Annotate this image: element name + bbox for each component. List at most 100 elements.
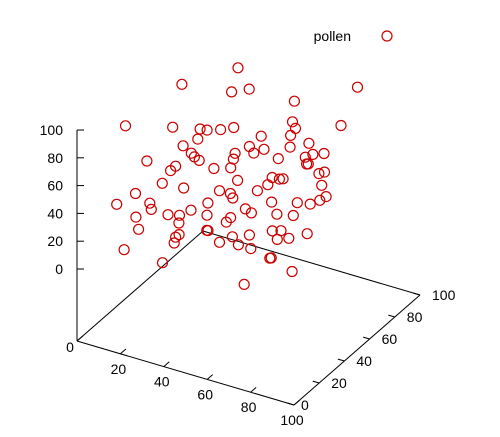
data-point [272,153,284,165]
y-tick-label: 80 [407,309,423,325]
data-point [170,231,182,243]
data-point [226,86,238,98]
data-point [111,198,123,210]
x-tick-mark [206,374,214,380]
data-point [291,197,303,209]
data-point [225,212,237,224]
data-point [229,147,241,159]
y-tick-mark [337,358,345,362]
data-point [173,209,186,221]
data-point [289,122,302,134]
data-point [314,194,326,206]
data-point [255,130,267,142]
y-tick-mark [362,336,370,340]
data-point [185,204,197,216]
z-tick-label: 20 [47,233,63,249]
z-tick-label: 100 [40,122,64,138]
data-point [232,62,244,74]
y-tick-mark [413,292,421,296]
data-point [239,203,251,215]
y-tick-label: 0 [301,397,309,413]
y-tick-label: 20 [331,375,347,391]
x-tick-mark [163,361,170,367]
data-point [266,171,278,184]
data-point [266,225,278,237]
data-point [165,165,177,177]
x-tick-label: 100 [280,412,304,428]
data-point [173,217,185,229]
data-point [201,124,213,136]
data-point [299,151,311,163]
data-point [213,185,226,197]
data-point [320,191,332,203]
data-point [303,137,315,149]
data-point [130,211,142,223]
x-tick-mark [120,348,127,355]
data-point [194,123,206,135]
data-point [213,236,226,248]
data-point [232,174,244,186]
data-point [168,237,180,249]
data-point [285,129,297,141]
data-point [227,192,239,204]
x-tick-label: 40 [154,374,170,390]
data-point [251,185,263,197]
data-point [307,148,319,160]
data-point [351,81,364,93]
data-point [238,278,250,290]
data-point [243,83,255,95]
x-tick-mark [293,399,300,406]
x-axis-line [76,340,295,406]
data-point [271,208,283,220]
data-point [225,162,237,174]
y-tick-mark [312,380,320,384]
data-point [304,198,316,210]
data-point [301,228,313,240]
data-point [245,207,257,219]
data-point [277,173,289,185]
data-point [176,78,188,90]
data-point [145,203,157,215]
axes [76,130,421,406]
data-point [193,154,205,166]
data-point [177,140,189,152]
data-point [262,179,274,191]
back-right-axis-line [202,230,421,296]
data-point [318,166,331,178]
y-tick-label: 40 [356,353,372,369]
x-tick-mark [76,335,83,342]
z-tick-label: 60 [47,178,63,194]
data-point [301,158,313,170]
data-point [273,173,285,185]
data-point [192,133,204,145]
y-tick-label: 60 [382,331,398,347]
data-point [286,116,299,128]
y-axis-line [293,294,421,406]
data-point [232,239,244,251]
x-tick-mark [250,387,257,393]
z-tick-label: 40 [47,205,63,221]
data-point [245,243,257,255]
data-point [284,141,296,153]
data-point [201,209,213,221]
data-point [286,265,298,278]
data-point [208,162,220,175]
data-point [156,257,169,269]
data-point [226,231,238,243]
data-point [287,209,299,222]
data-point [266,196,278,208]
x-tick-label: 80 [241,399,257,415]
data-point [129,187,142,200]
back-left-axis-line [76,230,204,342]
data-point [167,121,179,133]
x-tick-label: 20 [111,361,127,377]
data-point [288,95,300,107]
x-tick-label: 0 [66,339,74,355]
legend-label: pollen [314,28,351,44]
data-point [162,209,174,221]
y-tick-mark [388,314,395,318]
data-point [156,177,168,189]
